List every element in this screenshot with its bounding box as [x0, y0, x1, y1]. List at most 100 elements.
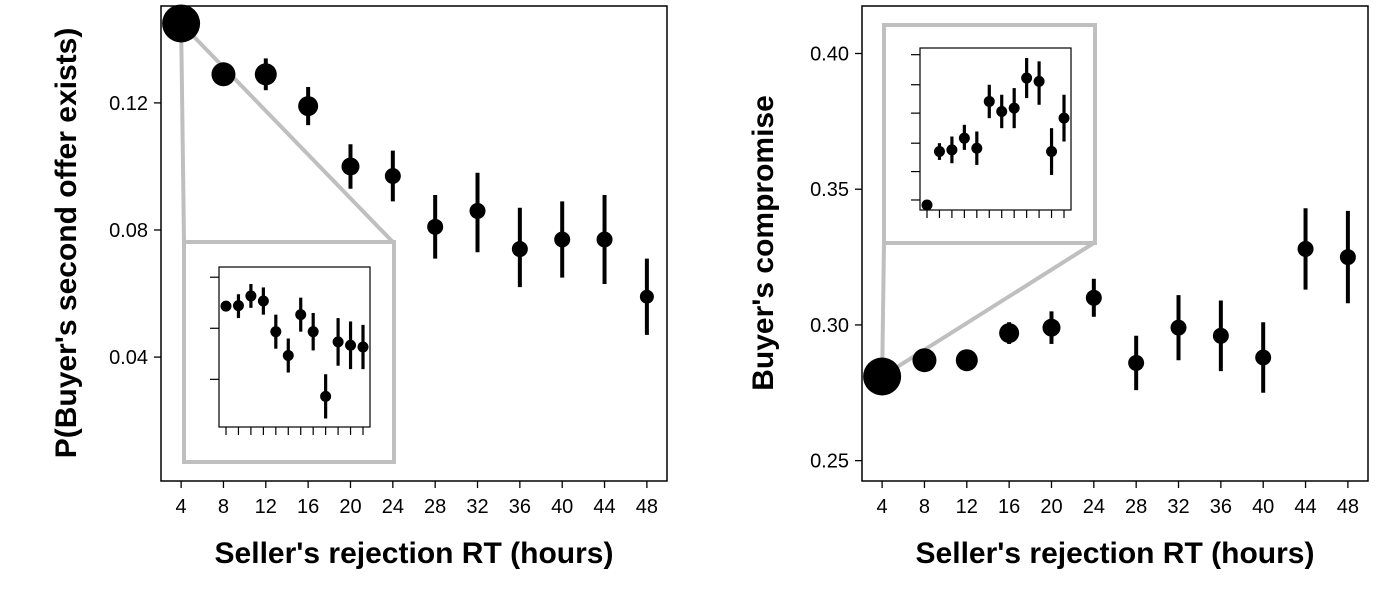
left-data-point: [341, 157, 360, 176]
right-inset-point: [958, 132, 970, 144]
right-data-point: [955, 349, 978, 372]
left-x-tick-label: 44: [593, 496, 615, 518]
left-x-axis-label: Seller's rejection RT (hours): [215, 537, 614, 570]
left-inset-point: [257, 295, 269, 307]
right-x-tick-label: 24: [1083, 496, 1105, 518]
right-data-point: [999, 323, 1020, 344]
left-y-tick-label: 0.04: [109, 347, 148, 369]
left-data-point: [384, 167, 401, 184]
right-data-point: [912, 348, 937, 373]
left-data-point: [298, 96, 319, 117]
right-y-tick-label: 0.35: [810, 179, 849, 201]
left-inset-frame: [218, 266, 371, 428]
left-inset-point: [332, 336, 344, 348]
left-data-point: [596, 231, 613, 248]
left-x-tick-label: 32: [466, 496, 488, 518]
left-inset-point: [245, 290, 257, 302]
right-chart: 4 8 12 16 20 24 28 32 36 40 44 48 0.250.300.350.40 …: [747, 5, 1369, 570]
left-y-axis-label: P(Buyer's second offer exists): [50, 28, 83, 459]
right-x-tick-label: 48: [1337, 496, 1359, 518]
right-x-tick-label: 16: [998, 496, 1020, 518]
left-data-point: [511, 241, 528, 258]
left-data-point: [162, 4, 201, 43]
left-data-point: [469, 202, 486, 219]
right-inset-point: [1058, 112, 1070, 124]
left-y-ticks: 0.04 0.08 0.12: [109, 93, 161, 369]
left-inset-point: [357, 341, 369, 353]
left-data-marks: [162, 4, 654, 335]
right-data-point: [1255, 349, 1272, 366]
left-x-tick-label: 40: [551, 496, 573, 518]
right-x-tick-label: 32: [1167, 496, 1189, 518]
right-inset-point: [1021, 72, 1033, 84]
left-data-point: [554, 231, 571, 248]
right-x-tick-label: 12: [956, 496, 978, 518]
right-x-tick-label: 40: [1252, 496, 1274, 518]
left-x-tick-label: 16: [297, 496, 319, 518]
left-inset-point: [282, 350, 294, 362]
right-x-axis-label: Seller's rejection RT (hours): [916, 537, 1315, 570]
right-inset-point: [983, 95, 995, 107]
left-x-tick-label: 20: [339, 496, 361, 518]
right-inset-point: [1046, 146, 1058, 158]
right-inset-point: [996, 105, 1008, 117]
right-y-tick-label: 0.25: [810, 451, 849, 473]
right-zoom-connector: [880, 242, 886, 377]
right-inset-point: [946, 144, 958, 156]
right-y-tick-label: 0.40: [810, 44, 849, 66]
right-inset-point: [1008, 102, 1020, 114]
right-data-point: [1339, 249, 1356, 266]
left-inset-point: [270, 326, 282, 338]
right-y-tick-label: 0.30: [810, 315, 849, 337]
left-plot-frame: [160, 5, 668, 482]
left-chart: 4 8 12 16 20 24 28 32 36 40 44 48 0.040.080.12 Sell…: [50, 4, 668, 570]
left-zoom-connector: [179, 23, 186, 243]
right-data-marks: [863, 208, 1356, 396]
left-x-tick-label: 8: [218, 496, 229, 518]
right-inset: [911, 47, 1072, 218]
left-inset-point: [232, 300, 244, 312]
left-x-tick-label: 4: [176, 496, 187, 518]
right-x-tick-label: 36: [1210, 496, 1232, 518]
right-inset-frame: [919, 47, 1072, 211]
left-y-tick-label: 0.08: [109, 220, 148, 242]
left-x-tick-label: 24: [382, 496, 404, 518]
left-x-tick-label: 28: [424, 496, 446, 518]
right-y-axis-label: Buyer's compromise: [747, 95, 780, 391]
left-x-tick-label: 36: [509, 496, 531, 518]
right-inset-point: [921, 199, 933, 211]
right-inset-point: [933, 146, 945, 158]
left-data-point: [211, 62, 236, 87]
left-inset-point: [307, 326, 319, 338]
left-y-tick-label: 0.12: [109, 93, 148, 115]
right-data-point: [1085, 289, 1102, 306]
right-data-point: [1128, 354, 1145, 371]
left-data-point: [639, 289, 654, 304]
right-inset-point: [1033, 75, 1045, 87]
right-y-ticks: 0.25 0.30 0.35 0.40: [810, 44, 862, 473]
right-data-point: [1297, 240, 1314, 257]
right-x-tick-label: 20: [1040, 496, 1062, 518]
left-inset-point: [345, 339, 357, 351]
right-plot-frame: [861, 5, 1369, 482]
right-x-tick-label: 8: [919, 496, 930, 518]
left-data-point: [254, 63, 277, 86]
left-inset-point: [220, 300, 232, 312]
left-inset-point: [320, 390, 332, 402]
right-data-point: [1042, 318, 1061, 337]
left-x-ticks: 4 8 12 16 20 24 28 32 36 40 44 48: [176, 481, 658, 518]
right-data-point: [1212, 327, 1229, 344]
right-data-point: [1170, 319, 1187, 336]
left-data-point: [427, 218, 444, 235]
left-zoom-connector: [179, 22, 395, 244]
right-x-tick-label: 28: [1125, 496, 1147, 518]
right-data-point: [863, 357, 902, 396]
left-inset-point: [295, 309, 307, 321]
right-x-tick-label: 4: [877, 496, 888, 518]
right-x-ticks: 4 8 12 16 20 24 28 32 36 40 44 48: [877, 481, 1359, 518]
right-x-tick-label: 44: [1294, 496, 1316, 518]
left-x-tick-label: 48: [636, 496, 658, 518]
right-inset-point: [971, 142, 983, 154]
left-x-tick-label: 12: [255, 496, 277, 518]
